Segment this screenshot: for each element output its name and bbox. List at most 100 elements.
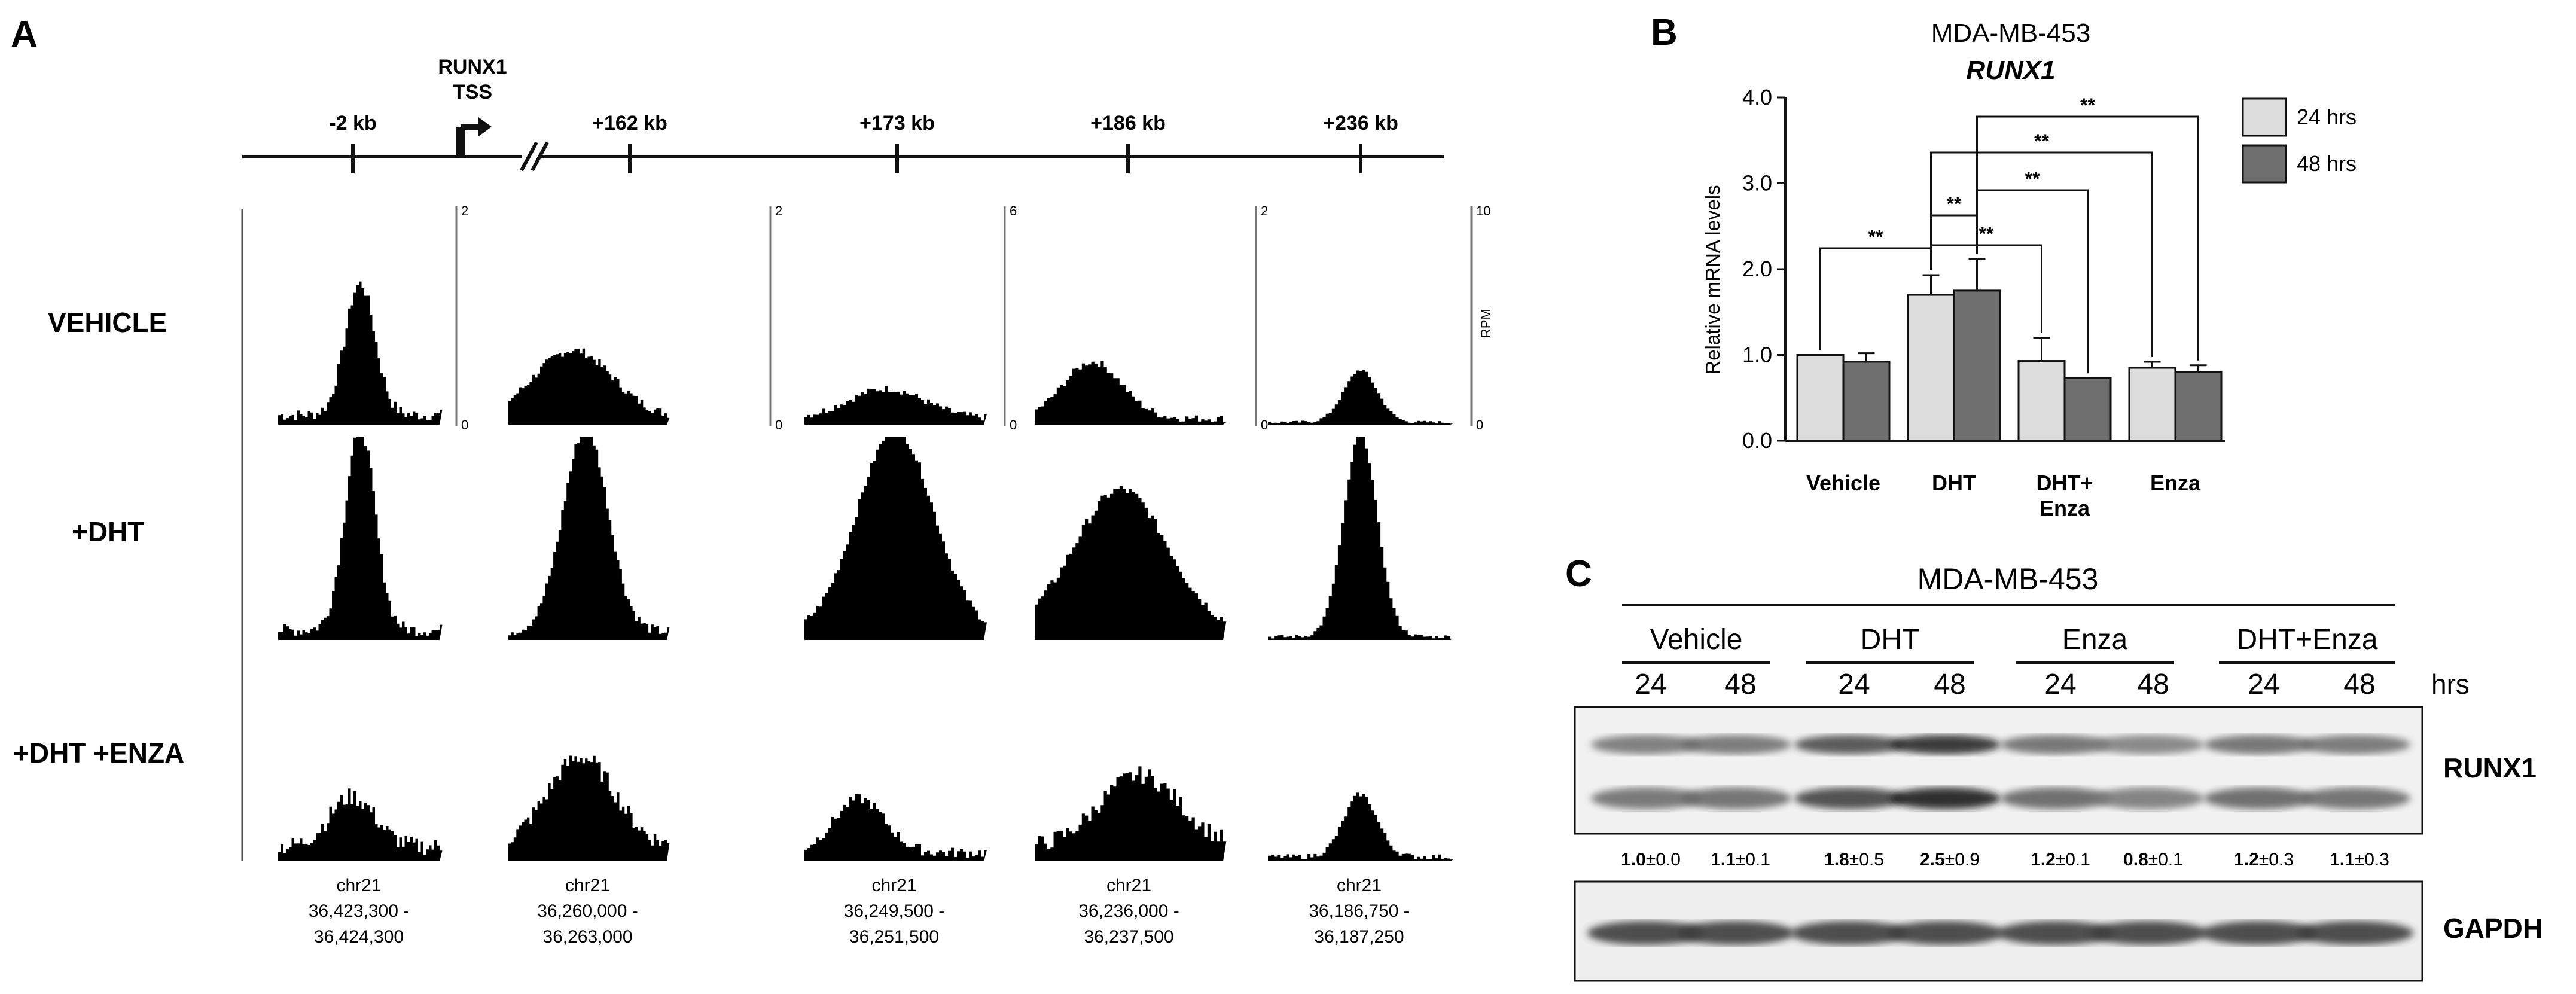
significance-mark: ** xyxy=(1868,226,1883,248)
runx1-band-lower xyxy=(2300,788,2410,809)
quant-sd: ±0.1 xyxy=(1736,850,1770,870)
gapdh-band xyxy=(2200,921,2318,945)
runx1-band-lower xyxy=(1591,788,1702,809)
kb-label: +236 kb xyxy=(1323,112,1398,135)
region-end: 36,251,500 xyxy=(849,927,939,947)
region-start: 36,186,750 - xyxy=(1309,901,1409,921)
runx1-band-upper xyxy=(2093,735,2204,754)
y-tick-label: 0.0 xyxy=(1742,428,1772,453)
bar-48-hrs xyxy=(1953,289,2001,442)
axis-break-icon xyxy=(520,141,549,172)
bar-48-hrs xyxy=(2174,371,2223,442)
x-tick-label: Vehicle xyxy=(1806,471,1880,495)
quantification-row: 1.0±0.0 1.1±0.1 1.8±0.5 2.5±0.9 1.2±0.1 0.8±0… xyxy=(1621,850,2389,870)
chip-peak-track xyxy=(804,794,987,861)
quant-sd: ±0.5 xyxy=(1849,850,1884,870)
runx1-band-lower xyxy=(2093,788,2204,809)
panel-c-label: C xyxy=(1565,553,1592,594)
region-chr: chr21 xyxy=(565,876,610,895)
region-start: 36,236,000 - xyxy=(1078,901,1179,921)
bar-24-hrs xyxy=(2017,360,2066,442)
quant-value: 1.1±0.1 xyxy=(1711,850,1770,870)
scale-min: 0 xyxy=(461,417,468,432)
blot-group-label: DHT xyxy=(1861,624,1920,655)
bar-48-hrs xyxy=(2063,377,2112,442)
runx1-band-lower xyxy=(1890,788,2001,809)
kb-label: +162 kb xyxy=(592,112,667,135)
blot-group-label: DHT+Enza xyxy=(2236,624,2377,655)
scale-max: 2 xyxy=(775,203,782,218)
x-tick-label: DHT xyxy=(1932,471,1976,495)
significance-mark: ** xyxy=(2080,94,2095,116)
quant-value: 2.5±0.9 xyxy=(1920,850,1980,870)
quant-sd: ±0.3 xyxy=(2355,850,2389,870)
scale-max: 6 xyxy=(1010,203,1017,218)
blot-title: MDA-MB-453 xyxy=(1917,562,2099,596)
scale-min: 0 xyxy=(1010,417,1017,432)
region-start: 36,249,500 - xyxy=(844,901,944,921)
region-chr: chr21 xyxy=(336,876,381,895)
genomic-region-labels: chr21 36,423,300 - 36,424,300 chr21 36,260,0… xyxy=(309,876,1410,947)
scale-max: 2 xyxy=(461,203,468,218)
y-tick-label: 4.0 xyxy=(1742,85,1772,109)
tss-label-line2: TSS xyxy=(453,81,492,103)
quant-value: 1.8±0.5 xyxy=(1824,850,1884,870)
chip-peak-track xyxy=(278,437,443,640)
condition-label-dht: +DHT xyxy=(72,516,144,547)
region-chr: chr21 xyxy=(1106,876,1151,895)
blot-group-label: Vehicle xyxy=(1650,624,1743,655)
significance-bracket xyxy=(1930,214,1978,271)
quant-value: 1.0±0.0 xyxy=(1621,850,1681,870)
runx1-band-upper xyxy=(2204,735,2315,754)
quant-mean: 1.1 xyxy=(1711,850,1736,870)
blot-time-label: 48 xyxy=(1934,669,1965,700)
chip-peak-track xyxy=(278,788,443,861)
chip-peak-track xyxy=(1035,361,1227,425)
blot-header: Vehicle DHT Enza DHT+Enza 24 48 24 48 24 48 24 48 xyxy=(1622,624,2395,700)
tss-label-line1: RUNX1 xyxy=(438,56,507,78)
chip-peak-track xyxy=(1268,792,1454,861)
significance-bracket xyxy=(1930,151,2153,357)
bar-48-hrs xyxy=(1842,361,1891,442)
runx1-band-upper xyxy=(1681,735,1791,754)
scale-max: 10 xyxy=(1476,203,1490,218)
significance-bracket xyxy=(1976,115,2199,361)
quant-value: 1.2±0.3 xyxy=(2234,850,2294,870)
runx1-band-upper xyxy=(2300,735,2410,754)
gapdh-band xyxy=(2090,921,2207,945)
y-tick-label: 1.0 xyxy=(1742,343,1772,367)
region-chr: chr21 xyxy=(871,876,916,895)
quant-mean: 1.2 xyxy=(2234,850,2259,870)
region-end: 36,237,500 xyxy=(1084,927,1173,947)
bar-24-hrs xyxy=(2128,367,2176,442)
chip-peak-track xyxy=(1035,766,1227,861)
quant-mean: 1.8 xyxy=(1824,850,1849,870)
panel-a: A RUNX1 TSS -2 kb +162 kb +173 kb +186 kb +2… xyxy=(11,14,1493,947)
region-chr: chr21 xyxy=(1337,876,1382,895)
gapdh-band xyxy=(1587,921,1705,945)
chip-peak-track xyxy=(508,348,670,425)
blot-time-label: 24 xyxy=(1635,669,1666,700)
x-tick-label: Enza xyxy=(2150,471,2201,495)
chip-peak-track xyxy=(508,755,670,861)
kb-label: +173 kb xyxy=(859,112,935,135)
tss-arrow-icon xyxy=(456,117,492,157)
condition-label-dht-enza: +DHT +ENZA xyxy=(13,737,184,769)
significance-mark: ** xyxy=(1947,193,1962,215)
bar-24-hrs xyxy=(1796,354,1845,442)
blot-label-gapdh: GAPDH xyxy=(2443,913,2543,944)
x-tick-label: Enza xyxy=(2040,496,2090,520)
legend-swatch xyxy=(2242,144,2287,184)
runx1-blot-frame xyxy=(1574,706,2423,835)
chip-seq-tracks xyxy=(278,281,1454,861)
time-unit: hrs xyxy=(2431,669,2470,700)
blot-label-runx1: RUNX1 xyxy=(2443,752,2537,783)
runx1-band-lower xyxy=(1794,788,1905,809)
region-end: 36,263,000 xyxy=(542,927,632,947)
quant-mean: 2.5 xyxy=(1920,850,1945,870)
significance-mark: ** xyxy=(2034,130,2049,152)
scale-max: 2 xyxy=(1261,203,1268,218)
